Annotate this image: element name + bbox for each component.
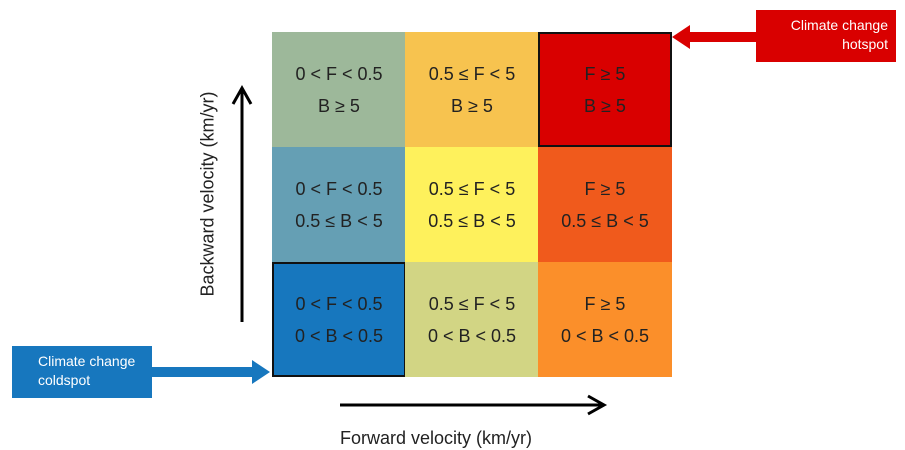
grid-cell-r1-c1: 0.5 ≤ F < 5 0.5 ≤ B < 5 [405, 147, 539, 262]
hotspot-callout: Climate change hotspot [756, 10, 896, 62]
grid-cell-r1-c2: F ≥ 5 0.5 ≤ B < 5 [538, 147, 672, 262]
cell-condition-backward: B ≥ 5 [318, 95, 360, 116]
y-axis-arrowhead [231, 84, 253, 105]
grid-cell-r0-c2: F ≥ 5 B ≥ 5 [538, 32, 672, 147]
x-axis-label: Forward velocity (km/yr) [340, 428, 533, 448]
hotspot-pointer-head [672, 25, 690, 49]
y-axis-label: Backward velocity (km/yr) [197, 91, 218, 297]
coldspot-callout: Climate change coldspot [12, 346, 152, 398]
cell-condition-forward: 0.5 ≤ F < 5 [428, 178, 516, 199]
grid-cell-r0-c0: 0 < F < 0.5 B ≥ 5 [272, 32, 406, 147]
cell-condition-backward: 0.5 ≤ B < 5 [561, 210, 649, 231]
grid-cell-r2-c0: 0 < F < 0.5 0 < B < 0.5 [272, 262, 406, 377]
cell-condition-forward: 0 < F < 0.5 [295, 63, 383, 84]
cell-condition-backward: 0.5 ≤ B < 5 [295, 210, 383, 231]
cell-condition-backward: 0.5 ≤ B < 5 [428, 210, 516, 231]
grid-cell-r0-c1: 0.5 ≤ F < 5 B ≥ 5 [405, 32, 539, 147]
cell-condition-backward: B ≥ 5 [584, 95, 626, 116]
grid-cell-r1-c0: 0 < F < 0.5 0.5 ≤ B < 5 [272, 147, 406, 262]
hotspot-label-line1: Climate change [790, 17, 888, 33]
cell-condition-forward: 0.5 ≤ F < 5 [428, 63, 516, 84]
hotspot-label-line2: hotspot [842, 36, 888, 52]
cell-condition-forward: 0 < F < 0.5 [295, 178, 383, 199]
cell-condition-forward: F ≥ 5 [584, 63, 626, 84]
cell-condition-forward: 0 < F < 0.5 [295, 293, 383, 314]
coldspot-pointer-head [252, 360, 270, 384]
cell-condition-backward: 0 < B < 0.5 [294, 325, 384, 346]
coldspot-label-line2: coldspot [38, 372, 91, 388]
grid-cell-r2-c1: 0.5 ≤ F < 5 0 < B < 0.5 [405, 262, 539, 377]
grid-cell-r2-c2: F ≥ 5 0 < B < 0.5 [538, 262, 672, 377]
cell-condition-backward: B ≥ 5 [451, 95, 493, 116]
velocity-grid: 0 < F < 0.5 B ≥ 5 0.5 ≤ F < 5 B ≥ 5 F ≥ 5 B ≥… [272, 32, 672, 377]
cell-condition-forward: F ≥ 5 [584, 178, 626, 199]
coldspot-label-line1: Climate change [38, 353, 136, 369]
x-axis-arrowhead [587, 394, 608, 416]
cell-condition-forward: 0.5 ≤ F < 5 [428, 293, 516, 314]
cell-condition-forward: F ≥ 5 [584, 293, 626, 314]
cell-condition-backward: 0 < B < 0.5 [560, 325, 650, 346]
cell-condition-backward: 0 < B < 0.5 [427, 325, 517, 346]
